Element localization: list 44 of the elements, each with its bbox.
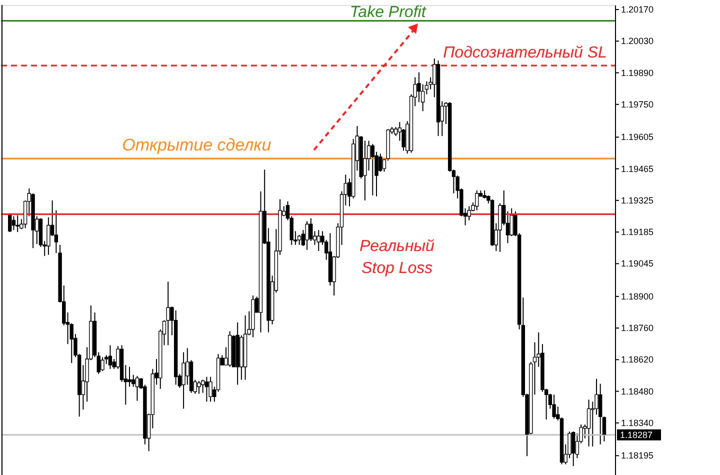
candlestick <box>197 380 201 394</box>
candlestick <box>166 281 170 346</box>
candlestick <box>309 218 313 242</box>
candlestick <box>128 366 132 388</box>
candlestick <box>370 143 374 196</box>
y-tick-label: 1.18340 <box>621 418 654 428</box>
candlestick <box>108 344 112 370</box>
y-tick-label: 1.19325 <box>621 195 654 206</box>
candlestick <box>363 140 367 201</box>
candlestick <box>297 234 302 246</box>
y-tick-label: 1.19185 <box>621 227 654 238</box>
ref-line-label: Открытие сделки <box>122 136 272 155</box>
candlestick <box>16 214 20 233</box>
y-tick-label: 1.18900 <box>621 291 654 302</box>
candlestick <box>586 399 591 447</box>
candlestick <box>100 356 104 372</box>
y-tick-label: 1.19750 <box>621 99 654 110</box>
candlestick <box>475 190 479 211</box>
candlestick <box>182 352 186 410</box>
candlestick <box>204 376 209 402</box>
candlestick <box>378 153 382 172</box>
y-tick-label: 1.18480 <box>621 386 654 396</box>
candlestick <box>598 383 602 445</box>
candlestick <box>135 375 140 402</box>
candlestick <box>394 126 398 137</box>
y-tick-label: 1.20030 <box>621 36 654 46</box>
candlestick <box>305 220 309 250</box>
ref-line-label: Реальный Stop Loss <box>360 238 435 278</box>
y-tick-label: 1.18195 <box>621 450 654 461</box>
y-tick-label: 1.19045 <box>621 258 654 269</box>
y-tick-label: 1.20170 <box>621 4 654 15</box>
y-tick-label: 1.18760 <box>621 323 654 334</box>
ref-line-label: Подсознательный SL <box>443 44 607 62</box>
y-tick-label: 1.18620 <box>621 354 654 365</box>
y-tick-label: 1.19465 <box>621 164 654 174</box>
candlestick <box>208 376 212 402</box>
y-tick-label: 1.19890 <box>621 68 654 78</box>
ref-line-label: 1.18287 <box>620 430 653 440</box>
candlestick <box>552 394 556 420</box>
candlestick <box>571 431 576 467</box>
y-tick-label: 1.19605 <box>621 132 654 142</box>
candlestick <box>12 216 16 230</box>
candlestick <box>316 229 320 252</box>
ref-line-label: Take Profit <box>350 4 426 21</box>
